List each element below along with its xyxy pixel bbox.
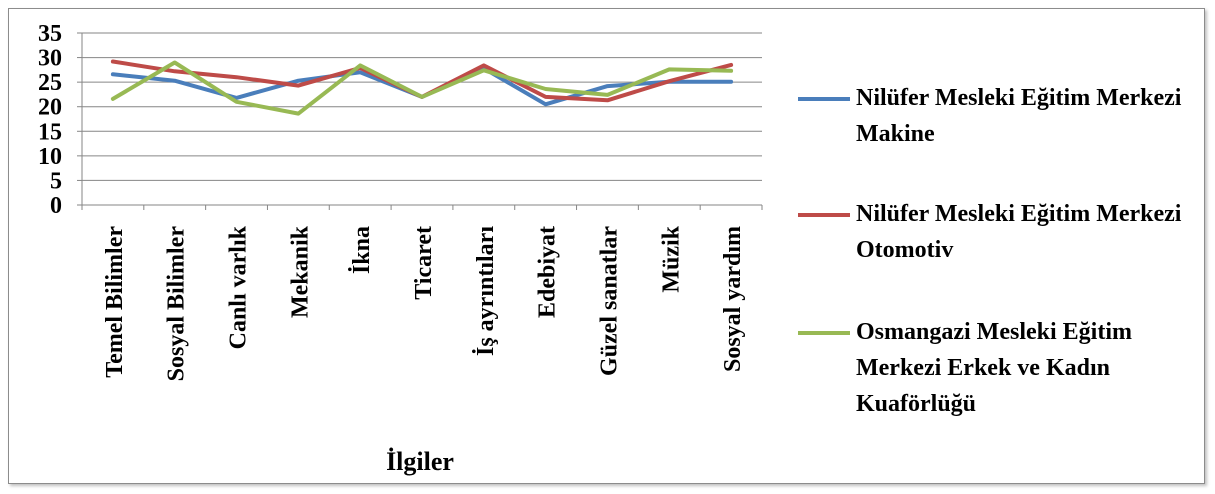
x-tick-label: İkna: [349, 226, 375, 274]
y-tick-label: 0: [50, 193, 62, 219]
legend-label-otomotiv: Nilüfer Mesleki Eğitim Merkezi Otomotiv: [856, 201, 1182, 263]
x-tick-label: Güzel sanatlar: [596, 226, 622, 376]
y-tick-label: 35: [38, 21, 62, 47]
series-line-3: [110, 60, 734, 116]
y-tick-label: 15: [38, 119, 62, 145]
y-tick-label: 10: [38, 144, 62, 170]
legend-swatch-kuaforluk: [798, 331, 850, 335]
axes: [77, 32, 763, 210]
x-tick-label: Canlı varlık: [226, 225, 252, 349]
legend-swatch-makine: [798, 97, 850, 101]
x-tick-label: Sosyal Bilimler: [164, 226, 190, 382]
legend-label-makine: Nilüfer Mesleki Eğitim Merkezi Makine: [856, 85, 1182, 147]
x-tick-label: Mekanik: [287, 225, 313, 318]
y-tick-label: 20: [38, 95, 62, 121]
y-tick-label: 5: [50, 168, 62, 194]
x-tick-label: Ticaret: [411, 226, 437, 300]
gridlines: [82, 32, 762, 181]
series-lines: [110, 59, 734, 116]
x-tick-label: İş ayrıntıları: [473, 226, 499, 356]
x-tick-label: Edebiyat: [535, 226, 561, 318]
x-tick-label: Müzik: [658, 225, 684, 292]
y-tick-label: 30: [38, 46, 62, 72]
x-tick-labels: Temel Bilimler Sosyal Bilimler Canlı varlı…: [102, 225, 746, 381]
x-tick-label: Temel Bilimler: [102, 226, 128, 378]
x-tick-label: Sosyal yardım: [720, 226, 746, 372]
x-axis-title: İlgiler: [386, 447, 454, 476]
legend-swatch-otomotiv: [798, 213, 850, 217]
y-tick-label: 25: [38, 70, 62, 96]
legend-label-kuaforluk: Osmangazi Mesleki Eğitim Merkezi Erkek v…: [856, 319, 1132, 417]
